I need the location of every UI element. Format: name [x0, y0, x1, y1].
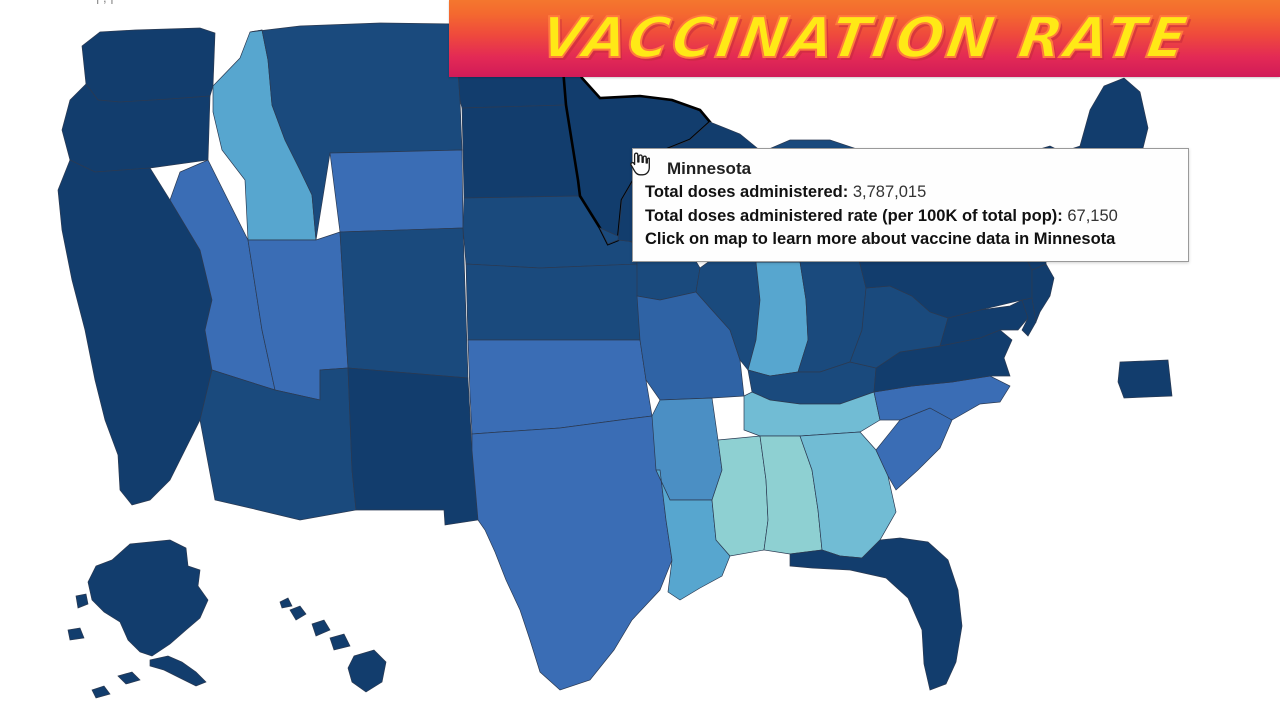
state-SD[interactable] — [462, 105, 580, 198]
state-AZ[interactable] — [200, 368, 356, 520]
state-PR[interactable] — [1118, 360, 1172, 398]
state-TX[interactable] — [472, 416, 672, 690]
state-OR[interactable] — [62, 84, 210, 172]
clipped-header-text: | , | — [96, 0, 456, 4]
state-MD[interactable] — [940, 300, 1028, 346]
banner-title: VACCINATION RATE — [535, 5, 1195, 72]
tooltip-doses-value: 3,787,015 — [852, 183, 927, 202]
title-banner: VACCINATION RATE — [449, 0, 1280, 77]
state-CO[interactable] — [340, 228, 468, 378]
tooltip-rate-row: Total doses administered rate (per 100K … — [645, 205, 1178, 228]
map-tooltip: Minnesota Total doses administered: 3,78… — [632, 148, 1189, 263]
state-NM[interactable] — [348, 368, 478, 525]
state-AK-aleutians[interactable] — [92, 656, 206, 698]
tooltip-rate-value: 67,150 — [1067, 206, 1118, 225]
state-WA[interactable] — [82, 28, 215, 102]
state-MO[interactable] — [637, 292, 744, 400]
tooltip-doses-row: Total doses administered: 3,787,015 — [645, 181, 1178, 204]
state-AK[interactable] — [68, 540, 208, 656]
map-states[interactable] — [58, 23, 1172, 698]
state-HI[interactable] — [280, 598, 386, 692]
state-MS[interactable] — [712, 436, 768, 556]
tooltip-doses-label: Total doses administered: — [645, 183, 849, 202]
state-NJ[interactable] — [1032, 264, 1054, 322]
tooltip-rate-label: Total doses administered rate (per 100K … — [645, 206, 1063, 225]
tooltip-cta: Click on map to learn more about vaccine… — [645, 229, 1116, 248]
state-FL[interactable] — [790, 538, 962, 690]
state-WY[interactable] — [330, 150, 463, 232]
state-KS[interactable] — [466, 264, 640, 340]
state-MT[interactable] — [250, 23, 462, 240]
tooltip-state-name: Minnesota — [667, 159, 752, 178]
